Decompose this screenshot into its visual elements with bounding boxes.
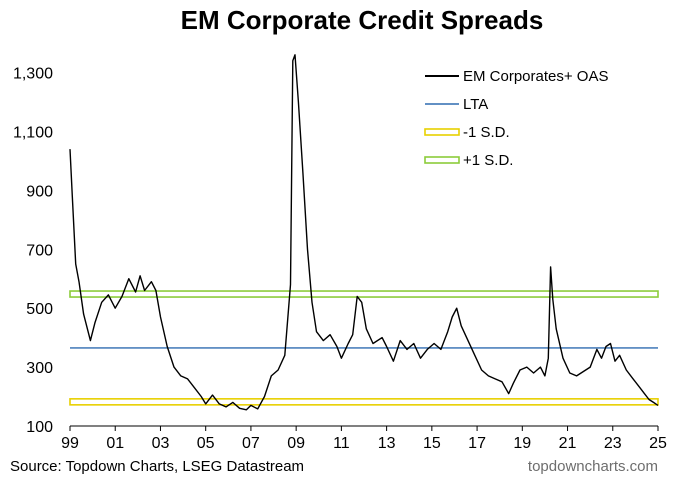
source-note: Source: Topdown Charts, LSEG Datastream xyxy=(10,458,305,475)
legend-label-1-s-d: +1 S.D. xyxy=(463,152,513,169)
x-tick-label: 17 xyxy=(468,435,486,452)
y-tick-label: 100 xyxy=(26,419,53,436)
series-line-em-corporates-oas xyxy=(69,54,659,411)
reference-line-1-s-d xyxy=(69,398,659,406)
y-tick-label: 900 xyxy=(26,183,53,200)
brand-watermark: topdowncharts.com xyxy=(527,458,658,475)
x-axis-ticks: 99 01 03 05 07 09 11 13 15 17 19 21 23 25 xyxy=(61,426,667,452)
x-tick-label: 99 xyxy=(61,435,79,452)
y-tick-label: 1,300 xyxy=(13,66,53,83)
legend-label-1-s-d: -1 S.D. xyxy=(463,124,510,141)
x-tick-label: 01 xyxy=(106,435,124,452)
legend-label-em-corporates-oas: EM Corporates+ OAS xyxy=(463,68,608,85)
x-tick-label: 25 xyxy=(649,435,667,452)
y-tick-label: 500 xyxy=(26,301,53,318)
y-tick-label: 1,100 xyxy=(13,124,53,141)
x-tick-label: 23 xyxy=(604,435,622,452)
x-tick-label: 03 xyxy=(152,435,170,452)
y-tick-label: 300 xyxy=(26,360,53,377)
legend-swatch-1-s-d xyxy=(424,156,460,164)
legend-swatch-1-s-d xyxy=(424,128,460,136)
x-tick-label: 09 xyxy=(287,435,305,452)
legend: EM Corporates+ OAS LTA -1 S.D. +1 S.D. xyxy=(424,68,608,169)
x-tick-label: 19 xyxy=(513,435,531,452)
x-tick-label: 05 xyxy=(197,435,215,452)
x-tick-label: 21 xyxy=(559,435,577,452)
reference-lines xyxy=(69,290,659,406)
chart-title: EM Corporate Credit Spreads xyxy=(181,5,544,35)
x-tick-label: 15 xyxy=(423,435,441,452)
x-tick-label: 07 xyxy=(242,435,260,452)
legend-label-lta: LTA xyxy=(463,96,488,113)
y-axis-ticks: 100 300 500 700 900 1,100 1,300 xyxy=(13,66,53,436)
x-tick-label: 13 xyxy=(378,435,396,452)
y-tick-label: 700 xyxy=(26,242,53,259)
reference-line-1-s-d xyxy=(69,290,659,298)
x-tick-label: 11 xyxy=(333,435,350,452)
